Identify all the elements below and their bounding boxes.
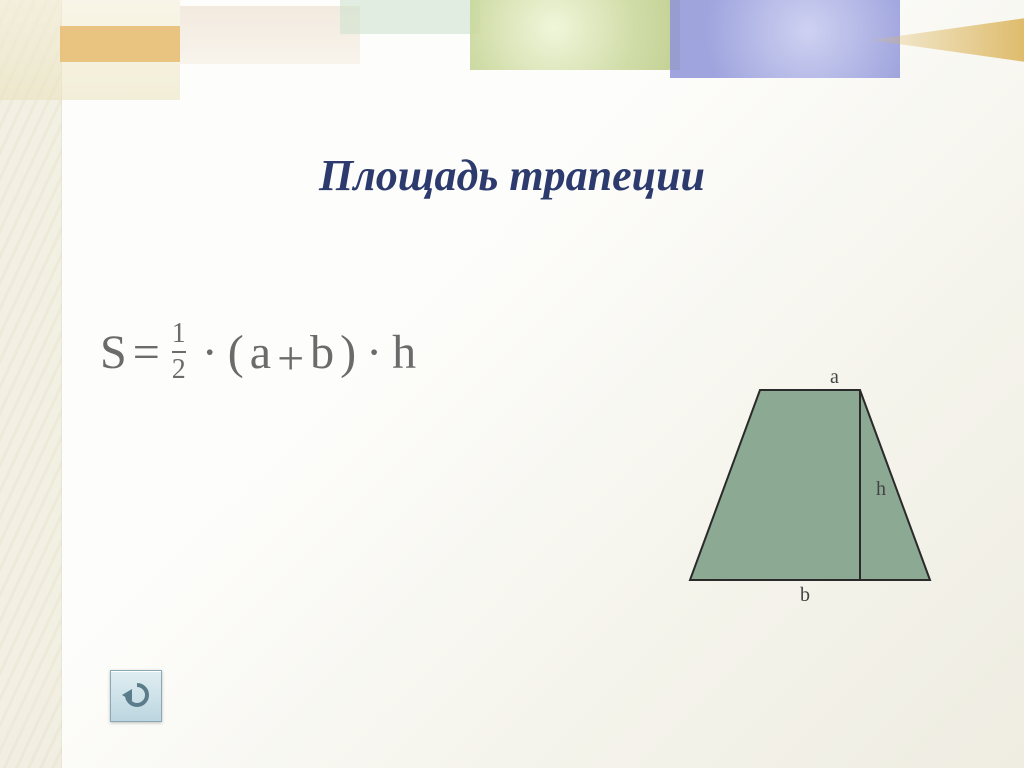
banner-strip xyxy=(60,26,180,62)
label-b: b xyxy=(800,584,810,607)
banner-strip xyxy=(670,0,900,78)
fraction-bar xyxy=(172,351,186,353)
formula-S: S xyxy=(100,325,127,380)
area-formula: S = 1 2 · ( a + b ) · h xyxy=(100,320,416,384)
back-button[interactable] xyxy=(110,670,162,722)
trapezoid-svg xyxy=(660,370,960,600)
formula-lparen: ( xyxy=(228,325,244,380)
banner-strip xyxy=(470,0,680,70)
formula-rparen: ) xyxy=(340,325,356,380)
slide-title: Площадь трапеции xyxy=(0,150,1024,201)
trapezoid-diagram: a h b xyxy=(660,370,960,600)
undo-icon xyxy=(119,681,153,711)
formula-fraction: 1 2 xyxy=(172,320,186,384)
formula-dot: · xyxy=(366,325,382,380)
formula-equals: = xyxy=(133,325,160,380)
formula-plus: + xyxy=(277,331,304,386)
banner-strip xyxy=(340,0,480,34)
fraction-denominator: 2 xyxy=(172,356,186,384)
formula-a: a xyxy=(250,325,271,380)
formula-h: h xyxy=(392,325,416,380)
formula-dot: · xyxy=(202,325,218,380)
formula-b: b xyxy=(310,325,334,380)
banner-strip xyxy=(180,6,360,64)
label-h: h xyxy=(876,478,886,501)
fraction-numerator: 1 xyxy=(172,320,186,348)
label-a: a xyxy=(830,366,839,389)
left-texture xyxy=(0,0,62,768)
trapezoid-shape xyxy=(690,390,930,580)
